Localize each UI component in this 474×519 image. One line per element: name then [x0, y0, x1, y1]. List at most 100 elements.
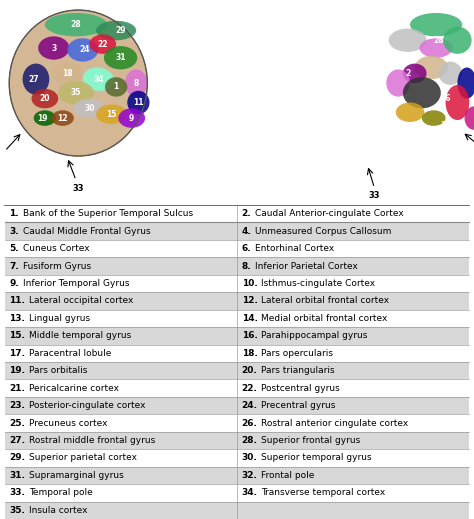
Bar: [5, 432, 469, 449]
Ellipse shape: [96, 21, 136, 40]
Ellipse shape: [74, 99, 105, 118]
Text: 11.: 11.: [9, 296, 25, 306]
Text: Transverse temporal cortex: Transverse temporal cortex: [261, 488, 385, 497]
Text: 11: 11: [133, 98, 144, 107]
Text: 25.: 25.: [9, 418, 25, 428]
Text: 4: 4: [365, 63, 370, 72]
Text: Precentral gyrus: Precentral gyrus: [261, 401, 336, 410]
Text: Superior parietal cortex: Superior parietal cortex: [29, 454, 137, 462]
Text: Lateral occipital cortex: Lateral occipital cortex: [29, 296, 133, 306]
Text: Pars triangularis: Pars triangularis: [261, 366, 335, 375]
Text: 33: 33: [369, 192, 380, 200]
Text: 25: 25: [291, 36, 301, 45]
Text: Lingual gyrus: Lingual gyrus: [29, 314, 90, 323]
Text: 23.: 23.: [9, 401, 25, 410]
Text: 35: 35: [71, 88, 81, 97]
Text: Postcentral gyrus: Postcentral gyrus: [261, 384, 340, 393]
Text: 35.: 35.: [9, 506, 25, 515]
Ellipse shape: [90, 34, 116, 54]
Bar: [5, 275, 469, 292]
Text: Pericalcarine cortex: Pericalcarine cortex: [29, 384, 119, 393]
Ellipse shape: [9, 10, 147, 156]
Text: 7.: 7.: [9, 262, 19, 270]
Ellipse shape: [457, 67, 474, 99]
Ellipse shape: [403, 64, 427, 83]
Text: 4.: 4.: [242, 227, 252, 236]
Text: 31: 31: [115, 53, 126, 62]
Text: 19.: 19.: [9, 366, 26, 375]
Text: 13.: 13.: [9, 314, 25, 323]
Bar: [5, 362, 469, 379]
Text: Lateral orbital frontal cortex: Lateral orbital frontal cortex: [261, 296, 389, 306]
Text: 5: 5: [289, 75, 294, 84]
Ellipse shape: [105, 77, 127, 97]
Ellipse shape: [446, 85, 469, 120]
Bar: [5, 379, 469, 397]
Bar: [5, 414, 469, 432]
Text: Inferior Parietal Cortex: Inferior Parietal Cortex: [255, 262, 358, 270]
Ellipse shape: [96, 104, 127, 124]
Text: 22.: 22.: [242, 384, 257, 393]
Text: 10: 10: [315, 63, 325, 72]
Ellipse shape: [438, 62, 462, 85]
Text: 3.: 3.: [9, 227, 19, 236]
Ellipse shape: [38, 36, 69, 60]
Ellipse shape: [104, 46, 137, 70]
Ellipse shape: [45, 13, 107, 36]
Text: 17: 17: [350, 15, 361, 23]
Text: 8: 8: [134, 78, 139, 88]
Text: Inferior Temporal Gyrus: Inferior Temporal Gyrus: [23, 279, 130, 288]
Text: 6: 6: [365, 153, 370, 161]
Text: 18.: 18.: [242, 349, 257, 358]
Text: 17.: 17.: [9, 349, 26, 358]
Text: 24.: 24.: [242, 401, 258, 410]
Bar: [5, 205, 469, 223]
Text: 30: 30: [84, 104, 95, 113]
Text: 34: 34: [93, 75, 103, 84]
Text: 5.: 5.: [9, 244, 19, 253]
Ellipse shape: [403, 77, 441, 108]
Text: 27.: 27.: [9, 436, 26, 445]
Text: Superior frontal gyrus: Superior frontal gyrus: [261, 436, 360, 445]
Bar: [5, 327, 469, 345]
Text: 28: 28: [433, 36, 444, 45]
Bar: [5, 484, 469, 501]
Text: 8.: 8.: [242, 262, 251, 270]
Text: 12: 12: [57, 114, 68, 122]
Text: 20.: 20.: [242, 366, 257, 375]
Text: 19: 19: [37, 114, 48, 122]
Ellipse shape: [127, 91, 150, 114]
Ellipse shape: [415, 56, 448, 79]
Text: Caudal Anterior-cingulate Cortex: Caudal Anterior-cingulate Cortex: [255, 209, 404, 218]
Text: 28.: 28.: [242, 436, 257, 445]
Ellipse shape: [52, 110, 74, 126]
Text: 2.: 2.: [242, 209, 251, 218]
Text: Cuneus Cortex: Cuneus Cortex: [23, 244, 90, 253]
Text: 32.: 32.: [242, 471, 257, 480]
Bar: [5, 501, 469, 519]
Ellipse shape: [58, 81, 94, 104]
Text: Temporal pole: Temporal pole: [29, 488, 92, 497]
Text: 33: 33: [73, 184, 84, 193]
Ellipse shape: [52, 62, 82, 85]
Text: 28: 28: [71, 20, 82, 29]
Ellipse shape: [410, 13, 462, 36]
Ellipse shape: [34, 110, 56, 126]
Bar: [5, 257, 469, 275]
Text: Middle temporal gyrus: Middle temporal gyrus: [29, 331, 131, 340]
Text: 12.: 12.: [242, 296, 257, 306]
Text: Supramarginal gyrus: Supramarginal gyrus: [29, 471, 124, 480]
Text: 31.: 31.: [9, 471, 25, 480]
Text: Rostral middle frontal gyrus: Rostral middle frontal gyrus: [29, 436, 155, 445]
Text: Parahippocampal gyrus: Parahippocampal gyrus: [261, 331, 367, 340]
Ellipse shape: [31, 89, 58, 108]
Text: 26.: 26.: [242, 418, 257, 428]
Text: Rostral anterior cingulate cortex: Rostral anterior cingulate cortex: [261, 418, 409, 428]
Text: 6.: 6.: [242, 244, 251, 253]
Text: 9.: 9.: [9, 279, 19, 288]
Ellipse shape: [419, 38, 453, 58]
Bar: [5, 345, 469, 362]
Bar: [5, 397, 469, 414]
Ellipse shape: [118, 108, 145, 128]
Ellipse shape: [396, 103, 424, 122]
